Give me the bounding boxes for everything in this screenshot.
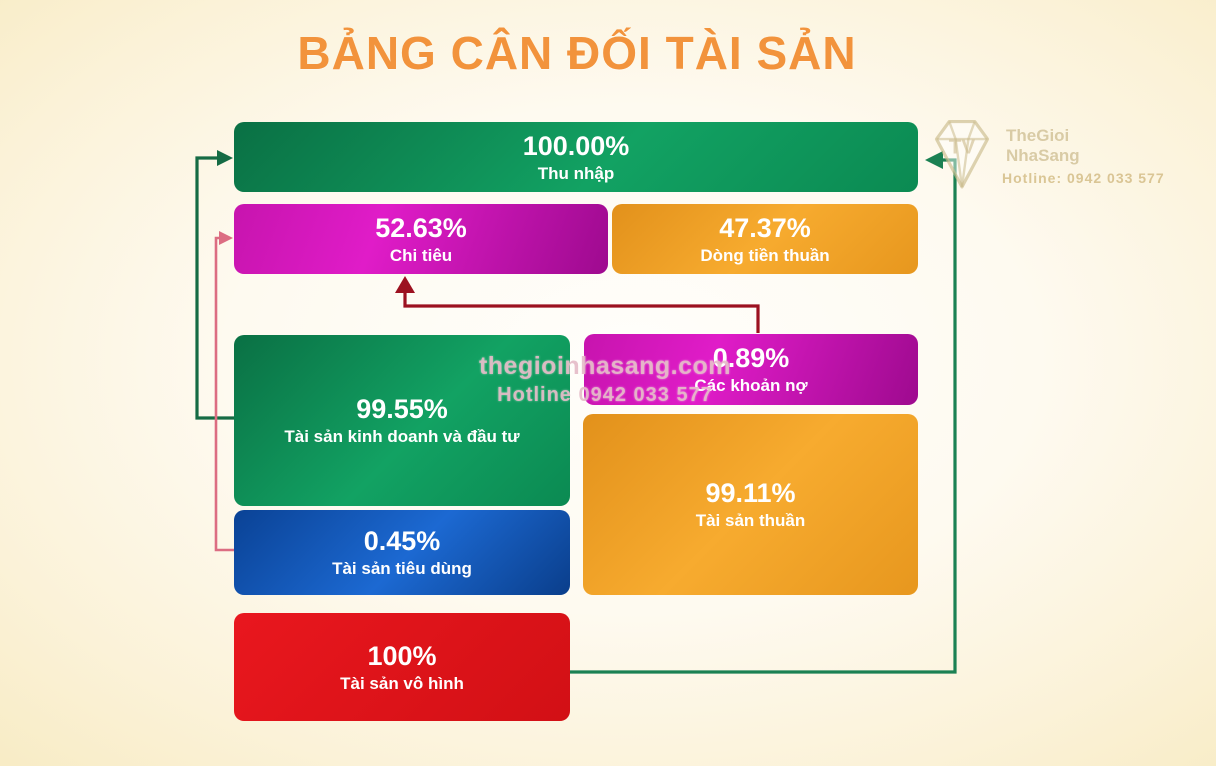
node-consumer-assets-label: Tài sản tiêu dùng (332, 559, 472, 579)
node-net-assets: 99.11% Tài sản thuần (583, 414, 918, 595)
page-title: BẢNG CÂN ĐỐI TÀI SẢN (297, 27, 857, 79)
node-consumer-assets: 0.45% Tài sản tiêu dùng (234, 510, 570, 595)
node-business-investment-assets-value: 99.55% (356, 394, 448, 425)
node-expenses-label: Chi tiêu (389, 245, 453, 265)
node-net-assets-value: 99.11% (705, 478, 796, 509)
node-business-investment-assets: 99.55% Tài sản kinh doanh và đầu tư (234, 335, 570, 506)
node-expenses-value: 52.63% (375, 212, 467, 243)
node-business-investment-assets-label: Tài sản kinh doanh và đầu tư (284, 427, 520, 447)
node-intangible-assets-label: Tài sản vô hình (340, 673, 464, 693)
arrow-consumer-to-expenses (214, 231, 234, 552)
node-net-cash-flow-label: Dòng tiền thuần (700, 245, 830, 265)
node-intangible-assets: 100% Tài sản vô hình (234, 613, 570, 721)
node-net-assets-label: Tài sản thuần (695, 511, 806, 531)
arrow-debts-to-expenses (395, 276, 760, 333)
node-income: 100.00% Thu nhập (234, 122, 918, 192)
node-debts-value: 0.89% (712, 343, 790, 374)
node-net-cash-flow: 47.37% Dòng tiền thuần (612, 204, 918, 274)
node-intangible-assets-value: 100% (367, 640, 437, 671)
node-income-label: Thu nhập (537, 163, 615, 183)
node-consumer-assets-value: 0.45% (363, 526, 441, 557)
node-debts-label: Các khoản nợ (694, 376, 808, 396)
node-income-value: 100.00% (522, 130, 630, 161)
node-debts: 0.89% Các khoản nợ (584, 334, 918, 405)
node-expenses: 52.63% Chi tiêu (234, 204, 608, 274)
node-net-cash-flow-value: 47.37% (719, 212, 811, 243)
